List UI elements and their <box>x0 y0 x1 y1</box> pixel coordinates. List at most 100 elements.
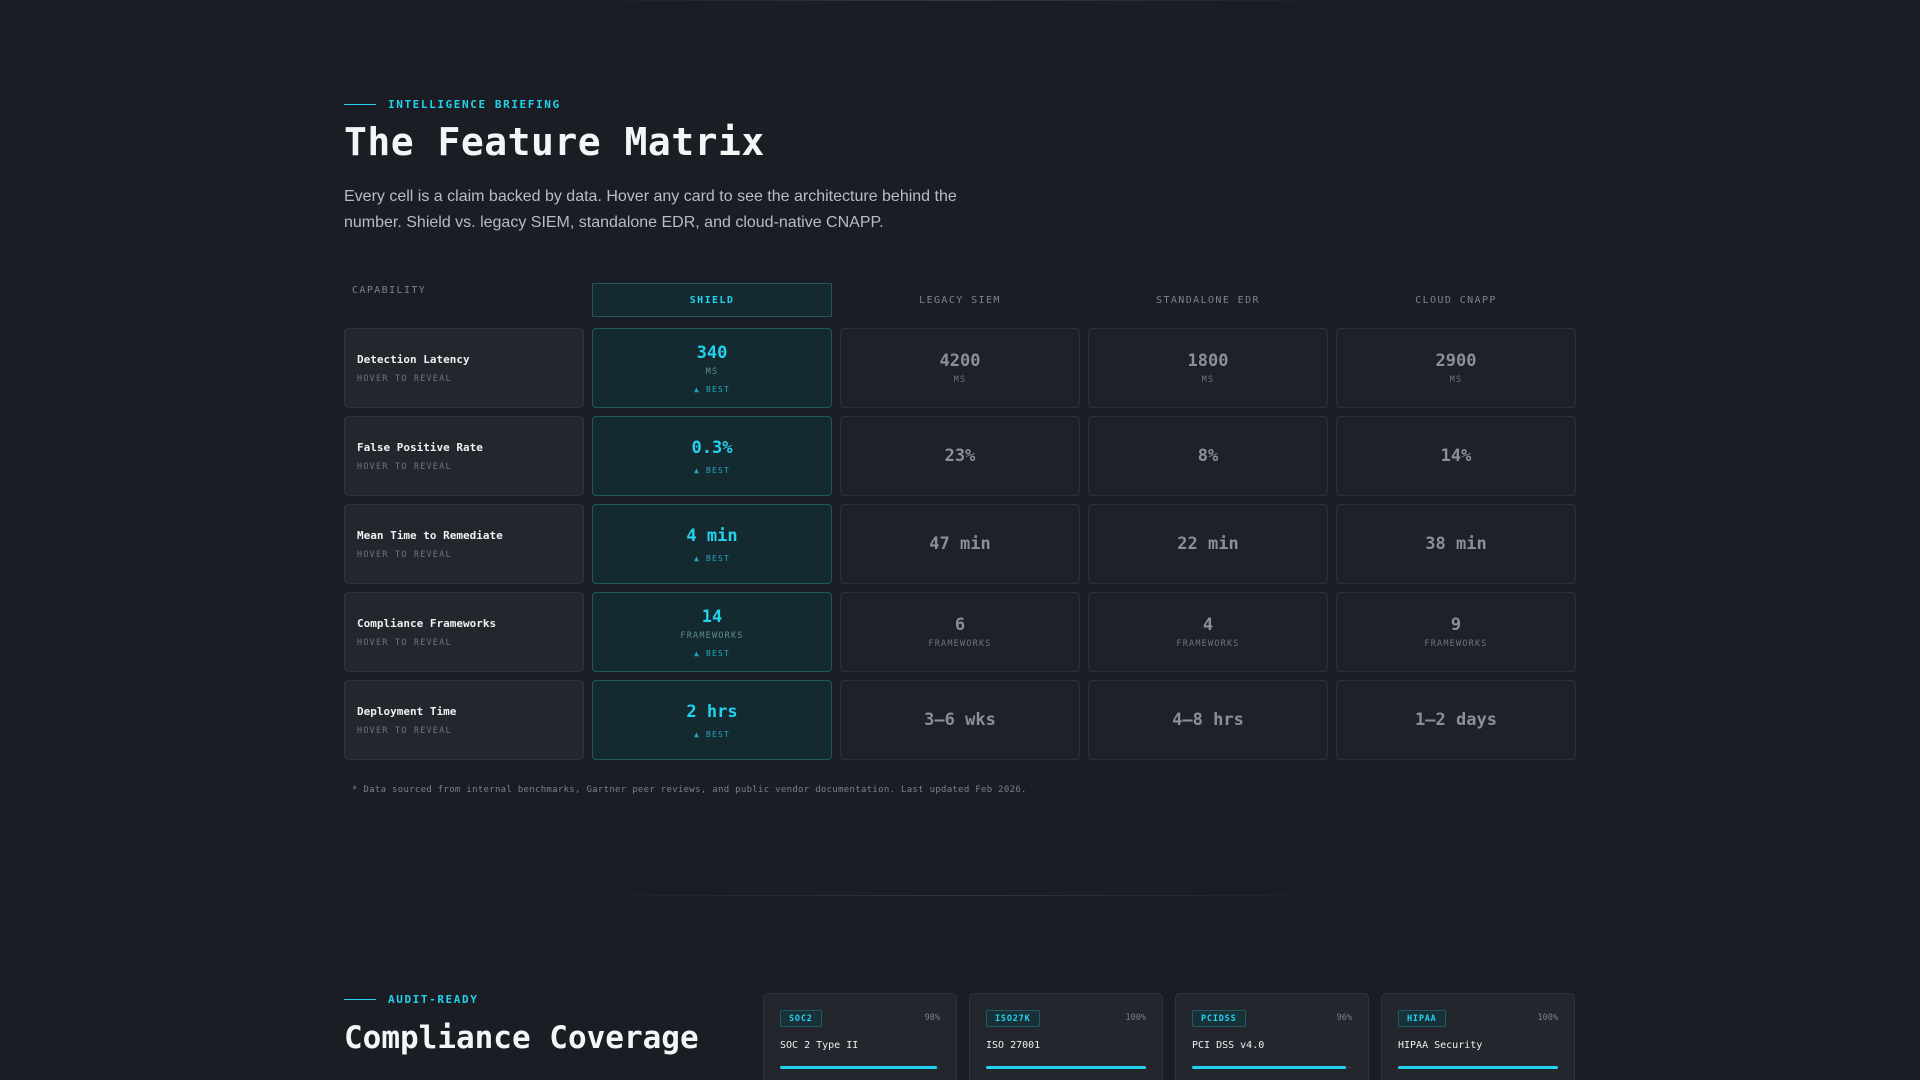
competitor-value-card[interactable]: 1800 MS <box>1088 328 1328 408</box>
hover-hint: HOVER TO REVEAL <box>357 725 452 736</box>
competitor-value-card[interactable]: 8% <box>1088 416 1328 496</box>
capability-card[interactable]: Compliance Frameworks HOVER TO REVEAL <box>344 592 584 672</box>
competitor-value-card[interactable]: 2900 MS <box>1336 328 1576 408</box>
framework-tag: SOC2 <box>780 1010 822 1027</box>
capability-name: Detection Latency <box>357 352 470 366</box>
coverage-percent: 96% <box>1336 1013 1352 1023</box>
competitor-value-card[interactable]: 1–2 days <box>1336 680 1576 760</box>
eyebrow-dash <box>344 999 376 1000</box>
coverage-bar-fill <box>780 1066 937 1069</box>
competitor-value-card[interactable]: 6 FRAMEWORKS <box>840 592 1080 672</box>
metric-value: 340 <box>696 342 728 363</box>
compliance-eyebrow: AUDIT-READY <box>344 993 478 1006</box>
top-divider <box>540 0 1380 1</box>
metric-unit: MS <box>1449 375 1463 385</box>
coverage-bar <box>780 1066 940 1069</box>
metric-value: 14 <box>701 606 723 627</box>
shield-value-card[interactable]: 4 min ▲ BEST <box>592 504 832 584</box>
shield-value-card[interactable]: 2 hrs ▲ BEST <box>592 680 832 760</box>
metric-value: 1–2 days <box>1415 710 1497 730</box>
metric-value: 4 <box>1202 615 1214 635</box>
framework-name: SOC 2 Type II <box>780 1040 859 1051</box>
metric-unit: MS <box>1201 375 1215 385</box>
metric-value: 3–6 wks <box>924 710 996 730</box>
metric-value: 23% <box>944 446 976 466</box>
metric-value: 1800 <box>1187 351 1229 371</box>
metric-unit: FRAMEWORKS <box>1424 639 1488 649</box>
page-lead: Every cell is a claim backed by data. Ho… <box>344 188 957 231</box>
capability-card[interactable]: False Positive Rate HOVER TO REVEAL <box>344 416 584 496</box>
metric-unit: MS <box>705 366 719 377</box>
shield-value-card[interactable]: 14 FRAMEWORKS ▲ BEST <box>592 592 832 672</box>
capability-card[interactable]: Mean Time to Remediate HOVER TO REVEAL <box>344 504 584 584</box>
metric-value: 0.3% <box>691 437 733 458</box>
briefing-eyebrow: INTELLIGENCE BRIEFING <box>344 98 561 111</box>
metric-value: 4 min <box>686 525 738 546</box>
capability-name: Mean Time to Remediate <box>357 528 503 542</box>
competitor-value-card[interactable]: 4–8 hrs <box>1088 680 1328 760</box>
capability-card[interactable]: Detection Latency HOVER TO REVEAL <box>344 328 584 408</box>
coverage-bar-fill <box>986 1066 1146 1069</box>
competitor-value-card[interactable]: 4200 MS <box>840 328 1080 408</box>
metric-unit: FRAMEWORKS <box>680 630 744 641</box>
compliance-card[interactable]: PCIDSS 96% PCI DSS v4.0 <box>1175 993 1369 1080</box>
competitor-value-card[interactable]: 22 min <box>1088 504 1328 584</box>
metric-value: 4200 <box>939 351 981 371</box>
best-badge: ▲ BEST <box>693 648 731 658</box>
eyebrow-dash <box>344 104 376 105</box>
framework-name: HIPAA Security <box>1398 1040 1483 1051</box>
matrix-footnote: * Data sourced from internal benchmarks,… <box>352 785 1027 795</box>
coverage-bar <box>1398 1066 1558 1069</box>
competitor-value-card[interactable]: 47 min <box>840 504 1080 584</box>
capability-name: False Positive Rate <box>357 440 483 454</box>
competitor-value-card[interactable]: 14% <box>1336 416 1576 496</box>
coverage-percent: 98% <box>924 1013 940 1023</box>
metric-unit: FRAMEWORKS <box>928 639 992 649</box>
coverage-bar-fill <box>1192 1066 1346 1069</box>
header-legacy-siem: LEGACY SIEM <box>919 294 1001 306</box>
hover-hint: HOVER TO REVEAL <box>357 373 452 384</box>
section-divider <box>530 895 1390 896</box>
hover-hint: HOVER TO REVEAL <box>357 549 452 560</box>
shield-value-card[interactable]: 0.3% ▲ BEST <box>592 416 832 496</box>
best-badge: ▲ BEST <box>693 465 731 475</box>
framework-tag: HIPAA <box>1398 1010 1446 1027</box>
compliance-card[interactable]: ISO27K 100% ISO 27001 <box>969 993 1163 1080</box>
metric-value: 22 min <box>1177 534 1239 554</box>
coverage-bar <box>986 1066 1146 1069</box>
metric-value: 8% <box>1197 446 1219 466</box>
competitor-value-card[interactable]: 38 min <box>1336 504 1576 584</box>
competitor-value-card[interactable]: 4 FRAMEWORKS <box>1088 592 1328 672</box>
compliance-card[interactable]: HIPAA 100% HIPAA Security <box>1381 993 1575 1080</box>
framework-name: ISO 27001 <box>986 1040 1041 1051</box>
capability-card[interactable]: Deployment Time HOVER TO REVEAL <box>344 680 584 760</box>
metric-value: 47 min <box>929 534 991 554</box>
compliance-card[interactable]: SOC2 98% SOC 2 Type II <box>763 993 957 1080</box>
metric-value: 4–8 hrs <box>1172 710 1244 730</box>
coverage-bar <box>1192 1066 1352 1069</box>
metric-value: 2900 <box>1435 351 1477 371</box>
briefing-eyebrow-label: INTELLIGENCE BRIEFING <box>388 98 561 111</box>
competitor-value-card[interactable]: 23% <box>840 416 1080 496</box>
coverage-percent: 100% <box>1537 1013 1558 1023</box>
metric-unit: FRAMEWORKS <box>1176 639 1240 649</box>
metric-unit: MS <box>953 375 967 385</box>
header-cloud-cnapp: CLOUD CNAPP <box>1415 294 1497 306</box>
compliance-title: Compliance Coverage <box>344 1020 699 1056</box>
metric-value: 6 <box>954 615 966 635</box>
compliance-eyebrow-label: AUDIT-READY <box>388 993 479 1006</box>
header-capability: CAPABILITY <box>352 285 427 296</box>
best-badge: ▲ BEST <box>693 384 731 394</box>
metric-value: 9 <box>1450 615 1462 635</box>
framework-tag: PCIDSS <box>1192 1010 1246 1027</box>
competitor-value-card[interactable]: 9 FRAMEWORKS <box>1336 592 1576 672</box>
competitor-value-card[interactable]: 3–6 wks <box>840 680 1080 760</box>
header-standalone-edr: STANDALONE EDR <box>1156 294 1260 306</box>
best-badge: ▲ BEST <box>693 553 731 563</box>
framework-tag: ISO27K <box>986 1010 1040 1027</box>
capability-name: Compliance Frameworks <box>357 616 497 630</box>
best-badge: ▲ BEST <box>693 729 731 739</box>
shield-value-card[interactable]: 340 MS ▲ BEST <box>592 328 832 408</box>
framework-name: PCI DSS v4.0 <box>1192 1040 1265 1051</box>
hover-hint: HOVER TO REVEAL <box>357 637 452 648</box>
